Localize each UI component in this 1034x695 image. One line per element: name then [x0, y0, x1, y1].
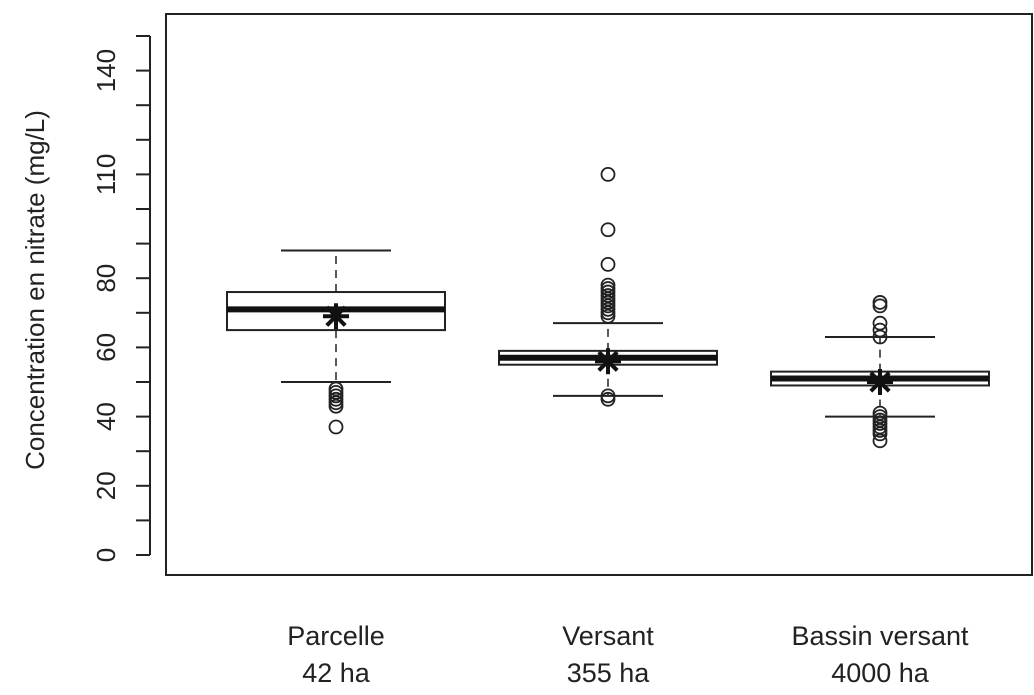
outlier-point: [600, 222, 616, 238]
y-tick-label: 40: [91, 402, 121, 431]
plot-frame: [165, 13, 1033, 576]
box-group: [498, 166, 718, 407]
mean-star-marker: [323, 303, 349, 330]
outlier-point: [872, 405, 888, 421]
y-tick-label: 140: [91, 49, 121, 92]
y-tick-label: 0: [91, 548, 121, 562]
outlier-point: [328, 419, 344, 435]
x-category-sublabel: 355 ha: [567, 658, 651, 688]
y-axis-label: Concentration en nitrate (mg/L): [20, 110, 50, 470]
outlier-point: [872, 315, 888, 331]
x-category-label: Parcelle: [287, 621, 385, 651]
x-category-sublabel: 4000 ha: [831, 658, 930, 688]
outlier-point: [600, 388, 616, 404]
outlier-point: [872, 322, 888, 338]
x-category-label: Bassin versant: [791, 621, 969, 651]
y-tick-label: 60: [91, 333, 121, 362]
y-tick-label: 80: [91, 264, 121, 293]
outlier-point: [872, 295, 888, 310]
outlier-point: [328, 381, 344, 397]
mean-star-stroke: [869, 371, 891, 393]
outlier-point: [600, 277, 616, 293]
outlier-point: [600, 166, 616, 182]
y-tick-label: 110: [91, 154, 121, 195]
box-group: [770, 295, 990, 449]
mean-star-stroke: [325, 305, 347, 327]
mean-star-stroke: [597, 350, 619, 372]
box-series: [226, 166, 990, 449]
box-group: [226, 249, 446, 435]
x-category-label: Versant: [562, 621, 654, 651]
outlier-point: [600, 256, 616, 272]
x-axis-labels: Parcelle 42 ha Versant 355 ha Bassin versant…: [287, 621, 969, 688]
y-tick-label: 20: [91, 471, 121, 500]
x-category-sublabel: 42 ha: [302, 658, 371, 688]
mean-star-marker: [867, 369, 893, 395]
mean-star-marker: [595, 348, 621, 375]
y-axis: 0 20 40 60 80 110 140: [91, 35, 151, 562]
